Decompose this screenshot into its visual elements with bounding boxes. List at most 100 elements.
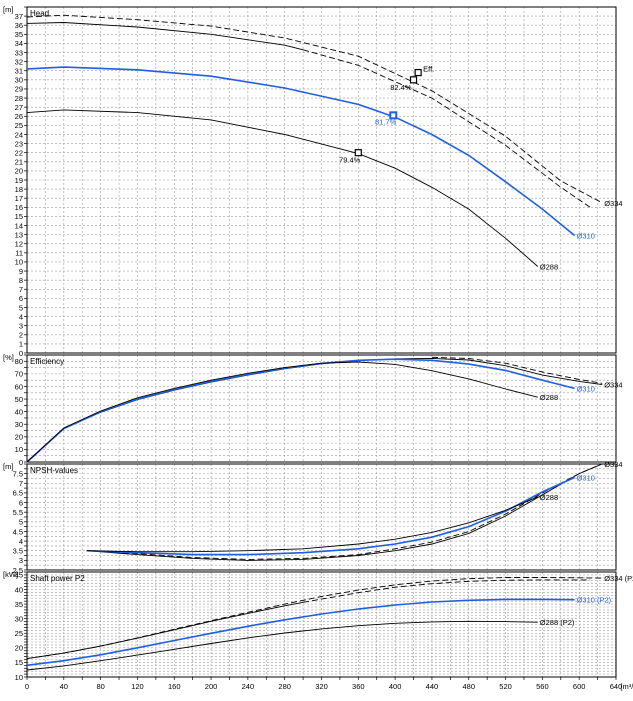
- x-tick-label: 400: [389, 682, 402, 691]
- y-axis-unit: [m]: [3, 462, 13, 471]
- y-tick-label: 10: [15, 258, 23, 267]
- y-tick-label: 0: [19, 349, 23, 358]
- series-curve-dashed: [26, 14, 603, 204]
- y-tick-label: 34: [15, 39, 23, 48]
- series-label: Ø334: [604, 460, 622, 469]
- y-tick-label: 60: [15, 382, 23, 391]
- x-tick-label: 200: [205, 682, 218, 691]
- y-tick-label: 31: [15, 67, 23, 76]
- y-axis-unit: [%]: [3, 353, 14, 362]
- y-tick-label: 15: [15, 658, 23, 667]
- series-curve-solid: [86, 476, 575, 556]
- y-tick-label: 35: [15, 600, 23, 609]
- panel-frame: [26, 354, 617, 463]
- series-curve-dashed2: [302, 49, 591, 208]
- y-tick-label: 16: [15, 203, 23, 212]
- y-tick-label: 30: [15, 76, 23, 85]
- y-tick-label: 37: [15, 12, 23, 21]
- y-tick-label: 10: [15, 445, 23, 454]
- y-tick-label: 40: [15, 407, 23, 416]
- x-axis-unit: [m³/h]: [620, 682, 633, 691]
- series-label: Ø310 (P2): [577, 596, 612, 605]
- series-label: Ø310: [577, 232, 595, 241]
- y-tick-label: 25: [15, 121, 23, 130]
- y-tick-label: 2: [19, 331, 23, 340]
- panel-frame: [26, 6, 617, 354]
- series-curve-dashed: [26, 577, 603, 660]
- x-tick-label: 160: [168, 682, 181, 691]
- panel-title: Efficiency: [30, 357, 64, 366]
- series-curve-dashed2: [303, 579, 591, 603]
- x-tick-label: 120: [131, 682, 144, 691]
- series-curve-solid: [26, 109, 539, 267]
- y-tick-label: 35: [15, 30, 23, 39]
- y-tick-label: 20: [15, 167, 23, 176]
- marker-label: Eff.: [423, 65, 434, 74]
- y-tick-label: 30: [15, 614, 23, 623]
- series-curve-solid: [26, 22, 304, 51]
- y-tick-label: 19: [15, 176, 23, 185]
- x-tick-label: 560: [536, 682, 549, 691]
- y-tick-label: 13: [15, 230, 23, 239]
- y-tick-label: 23: [15, 139, 23, 148]
- y-tick-label: 1: [19, 340, 23, 349]
- marker-label: 79.4%: [339, 156, 361, 165]
- y-tick-label: 5: [19, 303, 23, 312]
- y-tick-label: 28: [15, 94, 23, 103]
- x-tick-label: 40: [60, 682, 68, 691]
- series-label: Ø334: [604, 381, 622, 390]
- series-label: Ø288: [540, 393, 558, 402]
- series-label: Ø310: [577, 384, 595, 393]
- panel-title: NPSH-values: [30, 466, 78, 475]
- operating-point-marker: [389, 111, 398, 120]
- y-tick-label: 80: [15, 357, 23, 366]
- y-tick-label: 25: [15, 629, 23, 638]
- operating-point-marker: [409, 76, 418, 84]
- x-tick-label: 520: [499, 682, 512, 691]
- y-tick-label: 7: [19, 285, 23, 294]
- series-curve-solid: [86, 463, 603, 561]
- x-tick-label: 480: [462, 682, 475, 691]
- y-tick-label: 12: [15, 240, 23, 249]
- y-tick-label: 27: [15, 103, 23, 112]
- x-tick-label: 360: [352, 682, 365, 691]
- y-tick-label: 20: [15, 433, 23, 442]
- y-tick-label: 36: [15, 21, 23, 30]
- series-curve-solid: [26, 361, 538, 463]
- y-tick-label: 8: [19, 276, 23, 285]
- x-tick-label: 600: [573, 682, 586, 691]
- series-curve-dashed: [86, 464, 600, 560]
- y-tick-label: 50: [15, 395, 23, 404]
- y-tick-label: 17: [15, 194, 23, 203]
- y-tick-label: 33: [15, 48, 23, 57]
- y-tick-label: 0: [19, 458, 23, 467]
- series-label: Ø310: [577, 473, 595, 482]
- series-curve-solid: [26, 66, 576, 237]
- y-tick-label: 24: [15, 130, 23, 139]
- marker-label: 81.7%: [375, 117, 397, 126]
- y-tick-label: 2.5: [13, 566, 23, 575]
- series-label: Ø288 (P2): [540, 618, 575, 627]
- y-tick-label: 20: [15, 644, 23, 653]
- series-label: Ø288: [540, 263, 558, 272]
- series-curve-solid: [26, 620, 538, 671]
- series-label: Ø288: [540, 493, 558, 502]
- y-tick-label: 6: [19, 294, 23, 303]
- x-tick-label: 640: [610, 682, 623, 691]
- series-curve-solid: [26, 358, 575, 463]
- y-tick-label: 5.5: [13, 508, 23, 517]
- x-tick-label: 80: [96, 682, 104, 691]
- y-tick-label: 70: [15, 370, 23, 379]
- series-curve-solid: [26, 598, 575, 667]
- y-tick-label: 21: [15, 158, 23, 167]
- y-tick-label: 6: [19, 498, 23, 507]
- x-tick-label: 440: [426, 682, 439, 691]
- y-tick-label: 26: [15, 112, 23, 121]
- x-tick-label: 280: [278, 682, 291, 691]
- y-tick-label: 30: [15, 420, 23, 429]
- y-tick-label: 32: [15, 57, 23, 66]
- panel-title: Head: [30, 9, 49, 18]
- operating-point-marker: [354, 149, 362, 157]
- y-tick-label: 4.5: [13, 527, 23, 536]
